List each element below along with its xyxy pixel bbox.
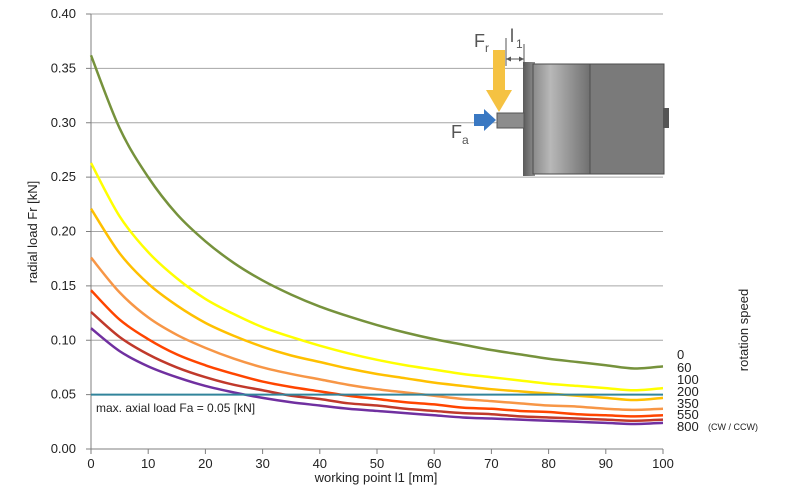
- motor-flange: [523, 62, 535, 176]
- series-line-550: [90, 311, 664, 422]
- legend-label-550: 550: [677, 407, 699, 422]
- x-tick-label: 70: [484, 456, 498, 471]
- y-tick-label: 0.30: [51, 115, 76, 130]
- y-tick-label: 0.20: [51, 224, 76, 239]
- fa-subscript: a: [462, 133, 469, 147]
- series-line-0: [89, 54, 664, 370]
- motor-end-cap: [663, 108, 669, 128]
- y-tick-label: 0.00: [51, 441, 76, 456]
- axial-limit-label: max. axial load Fa = 0.05 [kN]: [96, 401, 255, 415]
- series-line-100: [89, 207, 664, 402]
- l1-subscript: 1: [516, 37, 523, 51]
- x-tick-label: 30: [255, 456, 269, 471]
- y-tick-label: 0.15: [51, 278, 76, 293]
- x-tick-label: 10: [141, 456, 155, 471]
- y-tick-label: 0.05: [51, 387, 76, 402]
- x-tick-label: 90: [599, 456, 613, 471]
- legend-label-60: 60: [677, 360, 691, 375]
- y-tick-labels: 0.00 0.05 0.10 0.15 0.20 0.25 0.30 0.35 0.40: [51, 6, 76, 456]
- fa-label: F: [451, 122, 462, 142]
- x-axis-title: working point l1 [mm]: [314, 470, 438, 485]
- x-tick-label: 50: [370, 456, 384, 471]
- motor-rear-body: [589, 63, 665, 175]
- legend-label-200: 200: [677, 384, 699, 399]
- y-tick-label: 0.10: [51, 332, 76, 347]
- series-line-60: [89, 162, 664, 392]
- x-tick-label: 80: [541, 456, 555, 471]
- motor-front-body: [532, 63, 592, 175]
- l1-arrow-left: [506, 56, 511, 62]
- y-tick-label: 0.25: [51, 169, 76, 184]
- y-axis-title: radial load Fr [kN]: [25, 181, 40, 284]
- legend-label-800: 800: [677, 419, 699, 434]
- x-tick-label: 40: [313, 456, 327, 471]
- radial-force-arrow-shaft: [493, 50, 505, 92]
- fr-subscript: r: [485, 41, 489, 55]
- x-tick-label: 20: [198, 456, 212, 471]
- x-tick-label: 0: [87, 456, 94, 471]
- l1-label: l: [510, 26, 514, 46]
- series-line-200: [90, 256, 664, 412]
- axial-force-arrow-shaft: [474, 114, 484, 126]
- legend-label-350: 350: [677, 396, 699, 411]
- l1-arrow-right: [519, 56, 524, 62]
- series-lines: [89, 54, 664, 426]
- motor-shaft: [496, 112, 525, 129]
- y-tick-label: 0.40: [51, 6, 76, 21]
- series-line-800: [90, 327, 664, 426]
- legend-title: rotation speed: [736, 289, 751, 371]
- series-line-350: [90, 289, 664, 418]
- x-tick-labels: 0 10 20 30 40 50 60 70 80 90 100: [87, 456, 673, 471]
- x-tick-label: 60: [427, 456, 441, 471]
- x-tick-label: 100: [652, 456, 674, 471]
- axes: [86, 13, 664, 454]
- legend-label-0: 0: [677, 347, 684, 362]
- y-tick-label: 0.35: [51, 60, 76, 75]
- legend-label-100: 100: [677, 372, 699, 387]
- legend-suffix: (CW / CCW): [708, 422, 758, 432]
- radial-force-arrowhead: [486, 90, 512, 112]
- motor-diagram: F r F a l 1: [451, 26, 669, 176]
- fr-label: F: [474, 31, 485, 51]
- axial-force-arrowhead: [484, 109, 496, 131]
